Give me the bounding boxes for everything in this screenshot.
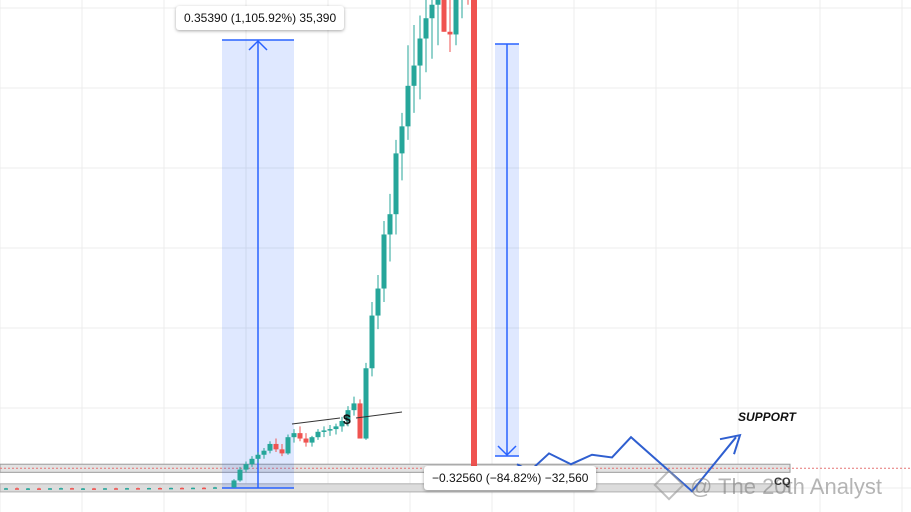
candle-body xyxy=(180,487,184,490)
candle-body xyxy=(309,437,315,443)
watermark: @ The 20th Analyst xyxy=(653,469,882,501)
candle-body xyxy=(4,488,8,490)
candle-body xyxy=(243,464,249,470)
dollar-connector-left xyxy=(291,417,341,425)
candle-body xyxy=(103,488,107,490)
candle-body xyxy=(213,487,217,489)
candle-body xyxy=(255,454,261,459)
support-label: SUPPORT xyxy=(738,410,796,424)
projection-path xyxy=(516,435,737,493)
candle-body xyxy=(37,488,41,490)
candle-body xyxy=(345,410,351,421)
candle-body xyxy=(81,488,85,490)
candle-body xyxy=(279,449,285,454)
candle-body xyxy=(70,488,74,490)
candle-body xyxy=(26,488,30,490)
candle-body xyxy=(387,214,393,235)
candle-body xyxy=(333,426,339,430)
candle-body xyxy=(315,431,321,438)
candle-body xyxy=(48,488,52,490)
candle-body xyxy=(411,65,417,86)
candle-body xyxy=(169,487,173,490)
corner-tag: CQ xyxy=(774,476,791,488)
measure-up-arrow-head xyxy=(248,39,268,51)
candle-body xyxy=(393,153,399,215)
candle-body xyxy=(15,488,19,490)
watermark-logo-icon xyxy=(653,469,685,501)
candle-body xyxy=(191,487,195,490)
candle-body xyxy=(381,234,387,289)
candle-body xyxy=(447,31,453,35)
candle-body xyxy=(273,443,279,450)
candle-body xyxy=(453,0,459,35)
candle-body xyxy=(321,430,327,432)
candle-body xyxy=(114,488,118,490)
candle-body xyxy=(471,0,477,470)
measure-down-label: −0.32560 (−84.82%) −32,560 xyxy=(424,466,597,490)
candle-body xyxy=(202,487,206,490)
candle-body xyxy=(237,469,243,481)
candle-body xyxy=(291,433,297,438)
measure-up-label: 0.35390 (1,105.92%) 35,390 xyxy=(176,6,345,30)
candle-body xyxy=(297,433,303,439)
candle-body xyxy=(369,315,375,369)
candle-body xyxy=(231,480,237,488)
candle-body xyxy=(351,403,357,411)
candle-body xyxy=(399,126,405,154)
candle-body xyxy=(441,0,447,32)
projection-arrow-head xyxy=(719,433,742,455)
candle-body xyxy=(435,0,441,5)
candle-body xyxy=(357,403,363,439)
candle-body xyxy=(303,438,309,443)
candle-body xyxy=(327,429,333,431)
candle-body xyxy=(267,443,273,451)
candle-body xyxy=(375,288,381,316)
watermark-text: @ The 20th Analyst xyxy=(690,474,882,499)
candle-body xyxy=(429,4,435,19)
candle-body xyxy=(136,488,140,490)
lower-zone xyxy=(0,483,791,493)
candle-body xyxy=(249,458,255,465)
candle-body xyxy=(261,450,267,455)
candle-body xyxy=(147,488,151,490)
candle-body xyxy=(339,420,345,427)
candle-body xyxy=(285,437,291,454)
candle-body xyxy=(125,488,129,490)
candle-body xyxy=(92,488,96,490)
measure-down-arrow-head xyxy=(497,445,517,457)
candle-body xyxy=(363,368,369,439)
candle-body xyxy=(405,85,411,127)
candle-body xyxy=(158,488,162,490)
candle-body xyxy=(417,38,423,66)
candle-body xyxy=(423,18,429,39)
dollar-annotation: $ xyxy=(343,411,351,427)
dollar-connector-right xyxy=(355,411,403,419)
candle-body xyxy=(59,488,63,490)
